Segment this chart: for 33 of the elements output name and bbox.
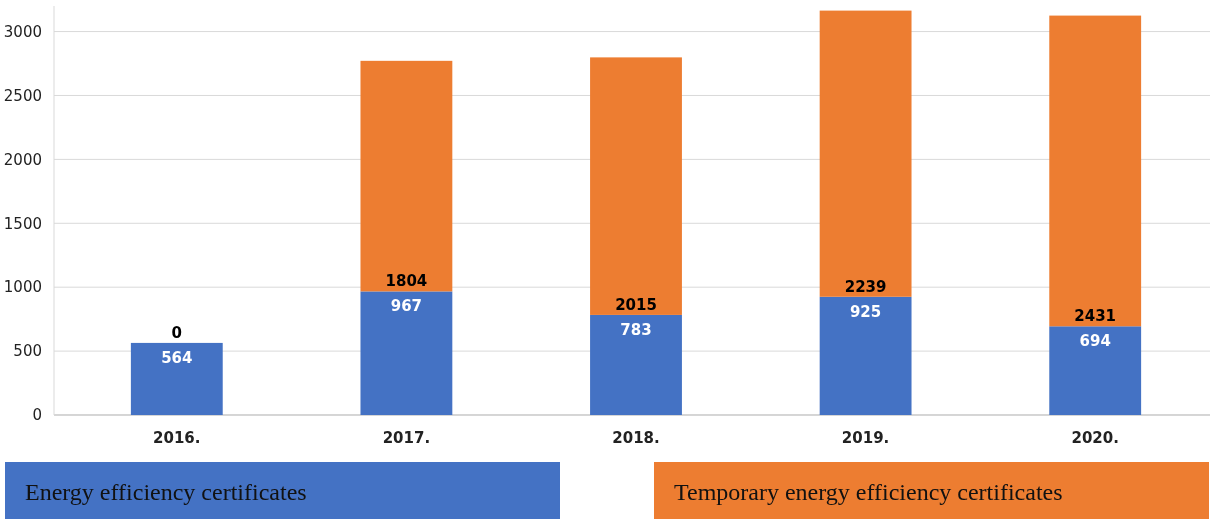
- x-tick-label: 2017.: [382, 429, 431, 447]
- bar: [360, 291, 453, 415]
- data-label: 925: [849, 302, 882, 321]
- bar: [819, 296, 912, 415]
- bar: [360, 60, 453, 292]
- text: Temporary energy efficiency certificates: [674, 479, 1063, 505]
- y-tick-label: 2500: [3, 86, 42, 105]
- bar: [130, 342, 223, 415]
- data-label: 2015: [615, 295, 657, 314]
- text: Energy efficiency certificates: [25, 479, 307, 505]
- y-tick-label: 3000: [3, 22, 42, 41]
- bar: [1049, 15, 1142, 327]
- y-tick-label: 500: [13, 342, 42, 361]
- y-tick-label: 1500: [3, 214, 42, 233]
- data-label: 783: [620, 320, 652, 339]
- data-label: 1804: [385, 272, 428, 291]
- x-tick-label: 2016.: [153, 429, 201, 447]
- bar: [590, 57, 682, 315]
- data-label: 2431: [1074, 307, 1117, 326]
- y-tick-label: 1000: [3, 278, 42, 297]
- y-tick-label: 2000: [3, 150, 42, 169]
- x-tick-label: 2020.: [1071, 429, 1119, 447]
- y-tick-label: 0: [32, 406, 42, 425]
- bar: [819, 10, 912, 297]
- data-label: 0: [171, 323, 183, 342]
- x-tick-label: 2018.: [612, 429, 660, 447]
- x-tick-label: 2019.: [841, 429, 890, 447]
- data-label: 564: [161, 348, 193, 367]
- bar: [590, 314, 682, 415]
- data-label: 694: [1079, 332, 1111, 351]
- data-label: 967: [390, 297, 423, 316]
- bar: [1049, 326, 1142, 415]
- data-label: 2239: [844, 277, 887, 296]
